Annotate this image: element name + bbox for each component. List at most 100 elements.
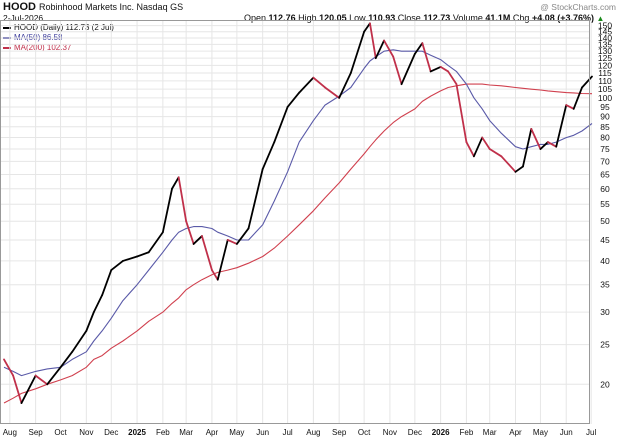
open-label: Open [244,13,267,23]
legend-swatch-price [3,27,11,29]
up-triangle-icon: ▲ [596,14,605,23]
price-segment [349,30,366,74]
price-segment [211,269,219,281]
price-segment [465,141,475,158]
y-tick-label: 40 [600,256,610,266]
price-segment [147,231,164,254]
price-segment [392,55,403,86]
legend-entry-ma200: MA(200) 102.37 [3,43,114,53]
x-tick-label: 2026 [432,428,450,437]
price-segment [122,255,138,262]
x-tick-label: Aug [306,428,320,437]
price-segment [455,83,468,143]
price-segment [500,155,517,173]
price-segment [439,65,450,73]
price-segment [12,374,23,404]
volume-label: Volume [452,13,483,23]
chg-label: Chg [512,13,530,23]
price-segment [530,127,542,150]
price-segment [565,104,575,110]
chart-date: 2-Jul-2026 [3,13,44,23]
price-segment [261,141,276,171]
price-segment [547,141,558,148]
price-segment [522,127,533,168]
price-segment [101,269,113,297]
chg-value: +4.08 (+3.76%) [531,13,594,23]
stockcharts-watermark: @ StockCharts.com [540,2,616,12]
x-tick-label: Dec [104,428,118,437]
price-segment [421,42,432,73]
price-segment [369,22,377,60]
x-tick-label: Apr [206,428,219,437]
x-tick-label: Sep [28,428,43,437]
price-segment [247,168,264,230]
ma200-line [3,83,593,404]
x-axis: Aug Sep Oct Nov Dec 2025 Feb Mar Apr May Jun Jul Aug… [3,428,597,437]
price-segment [324,86,341,99]
y-tick-label: 100 [598,93,612,103]
x-tick-label: Mar [483,428,497,437]
y-tick-label: 65 [600,170,610,180]
price-segment [429,65,442,73]
price-segment [185,220,195,245]
low-label: Low [349,13,366,23]
price-segment [235,227,250,245]
y-tick-label: 150 [598,21,612,31]
price-segment [383,39,395,58]
price-segment [110,260,124,271]
quote-bar: Open 112.76 High 120.05 Low 110.93 Close… [244,13,604,23]
chart-grid [0,21,592,424]
x-tick-label: May [229,428,244,437]
volume-value: 41.1M [485,13,511,23]
price-segment [161,187,173,234]
price-segment [226,239,238,245]
price-segment [136,251,150,258]
price-segment [363,22,371,33]
price-segment [338,72,352,99]
low-value: 110.93 [368,13,396,23]
x-tick-label: Jun [256,428,269,437]
price-segment [216,239,229,281]
x-tick-label: Oct [358,428,371,437]
price-segment [400,53,416,86]
price-segment [481,136,491,150]
y-tick-label: 140 [598,33,612,43]
y-tick-label: 45 [600,235,610,245]
price-segment [514,165,524,173]
price-segment [85,311,95,332]
price-segment [555,104,568,148]
x-tick-label: 2025 [128,428,146,437]
close-value: 112.73 [423,13,451,23]
y-tick-label: 80 [600,133,610,143]
chart-series [3,22,593,404]
y-tick-label: 105 [598,84,612,94]
price-segment [572,86,583,110]
x-tick-label: Jun [560,428,573,437]
price-segment [539,141,549,150]
y-tick-label: 75 [600,144,610,154]
x-tick-label: Aug [3,428,17,437]
high-label: High [298,13,317,23]
ticker-symbol: HOOD [3,1,36,13]
price-segment [473,136,484,158]
plot-frame [0,20,590,424]
x-tick-label: Dec [408,428,422,437]
price-segment [312,76,326,89]
y-tick-label: 70 [600,156,610,166]
company-name: Robinhood Markets Inc. Nasdaq GS [39,2,184,12]
y-tick-label: 110 [598,76,612,86]
y-tick-label: 60 [600,184,610,194]
x-tick-label: Jul [586,428,596,437]
legend-swatch-ma200 [3,47,11,49]
price-segment [447,70,458,86]
y-tick-label: 55 [600,199,610,209]
y-tick-label: 135 [598,39,612,49]
x-tick-label: Oct [54,428,67,437]
y-tick-label: 35 [600,280,610,290]
x-tick-label: Apr [509,428,522,437]
price-segment [92,294,104,314]
open-value: 112.76 [268,13,296,23]
legend-label-price: HOOD (Daily) 112.73 (2 Jul) [14,23,114,32]
price-segment [46,366,62,386]
